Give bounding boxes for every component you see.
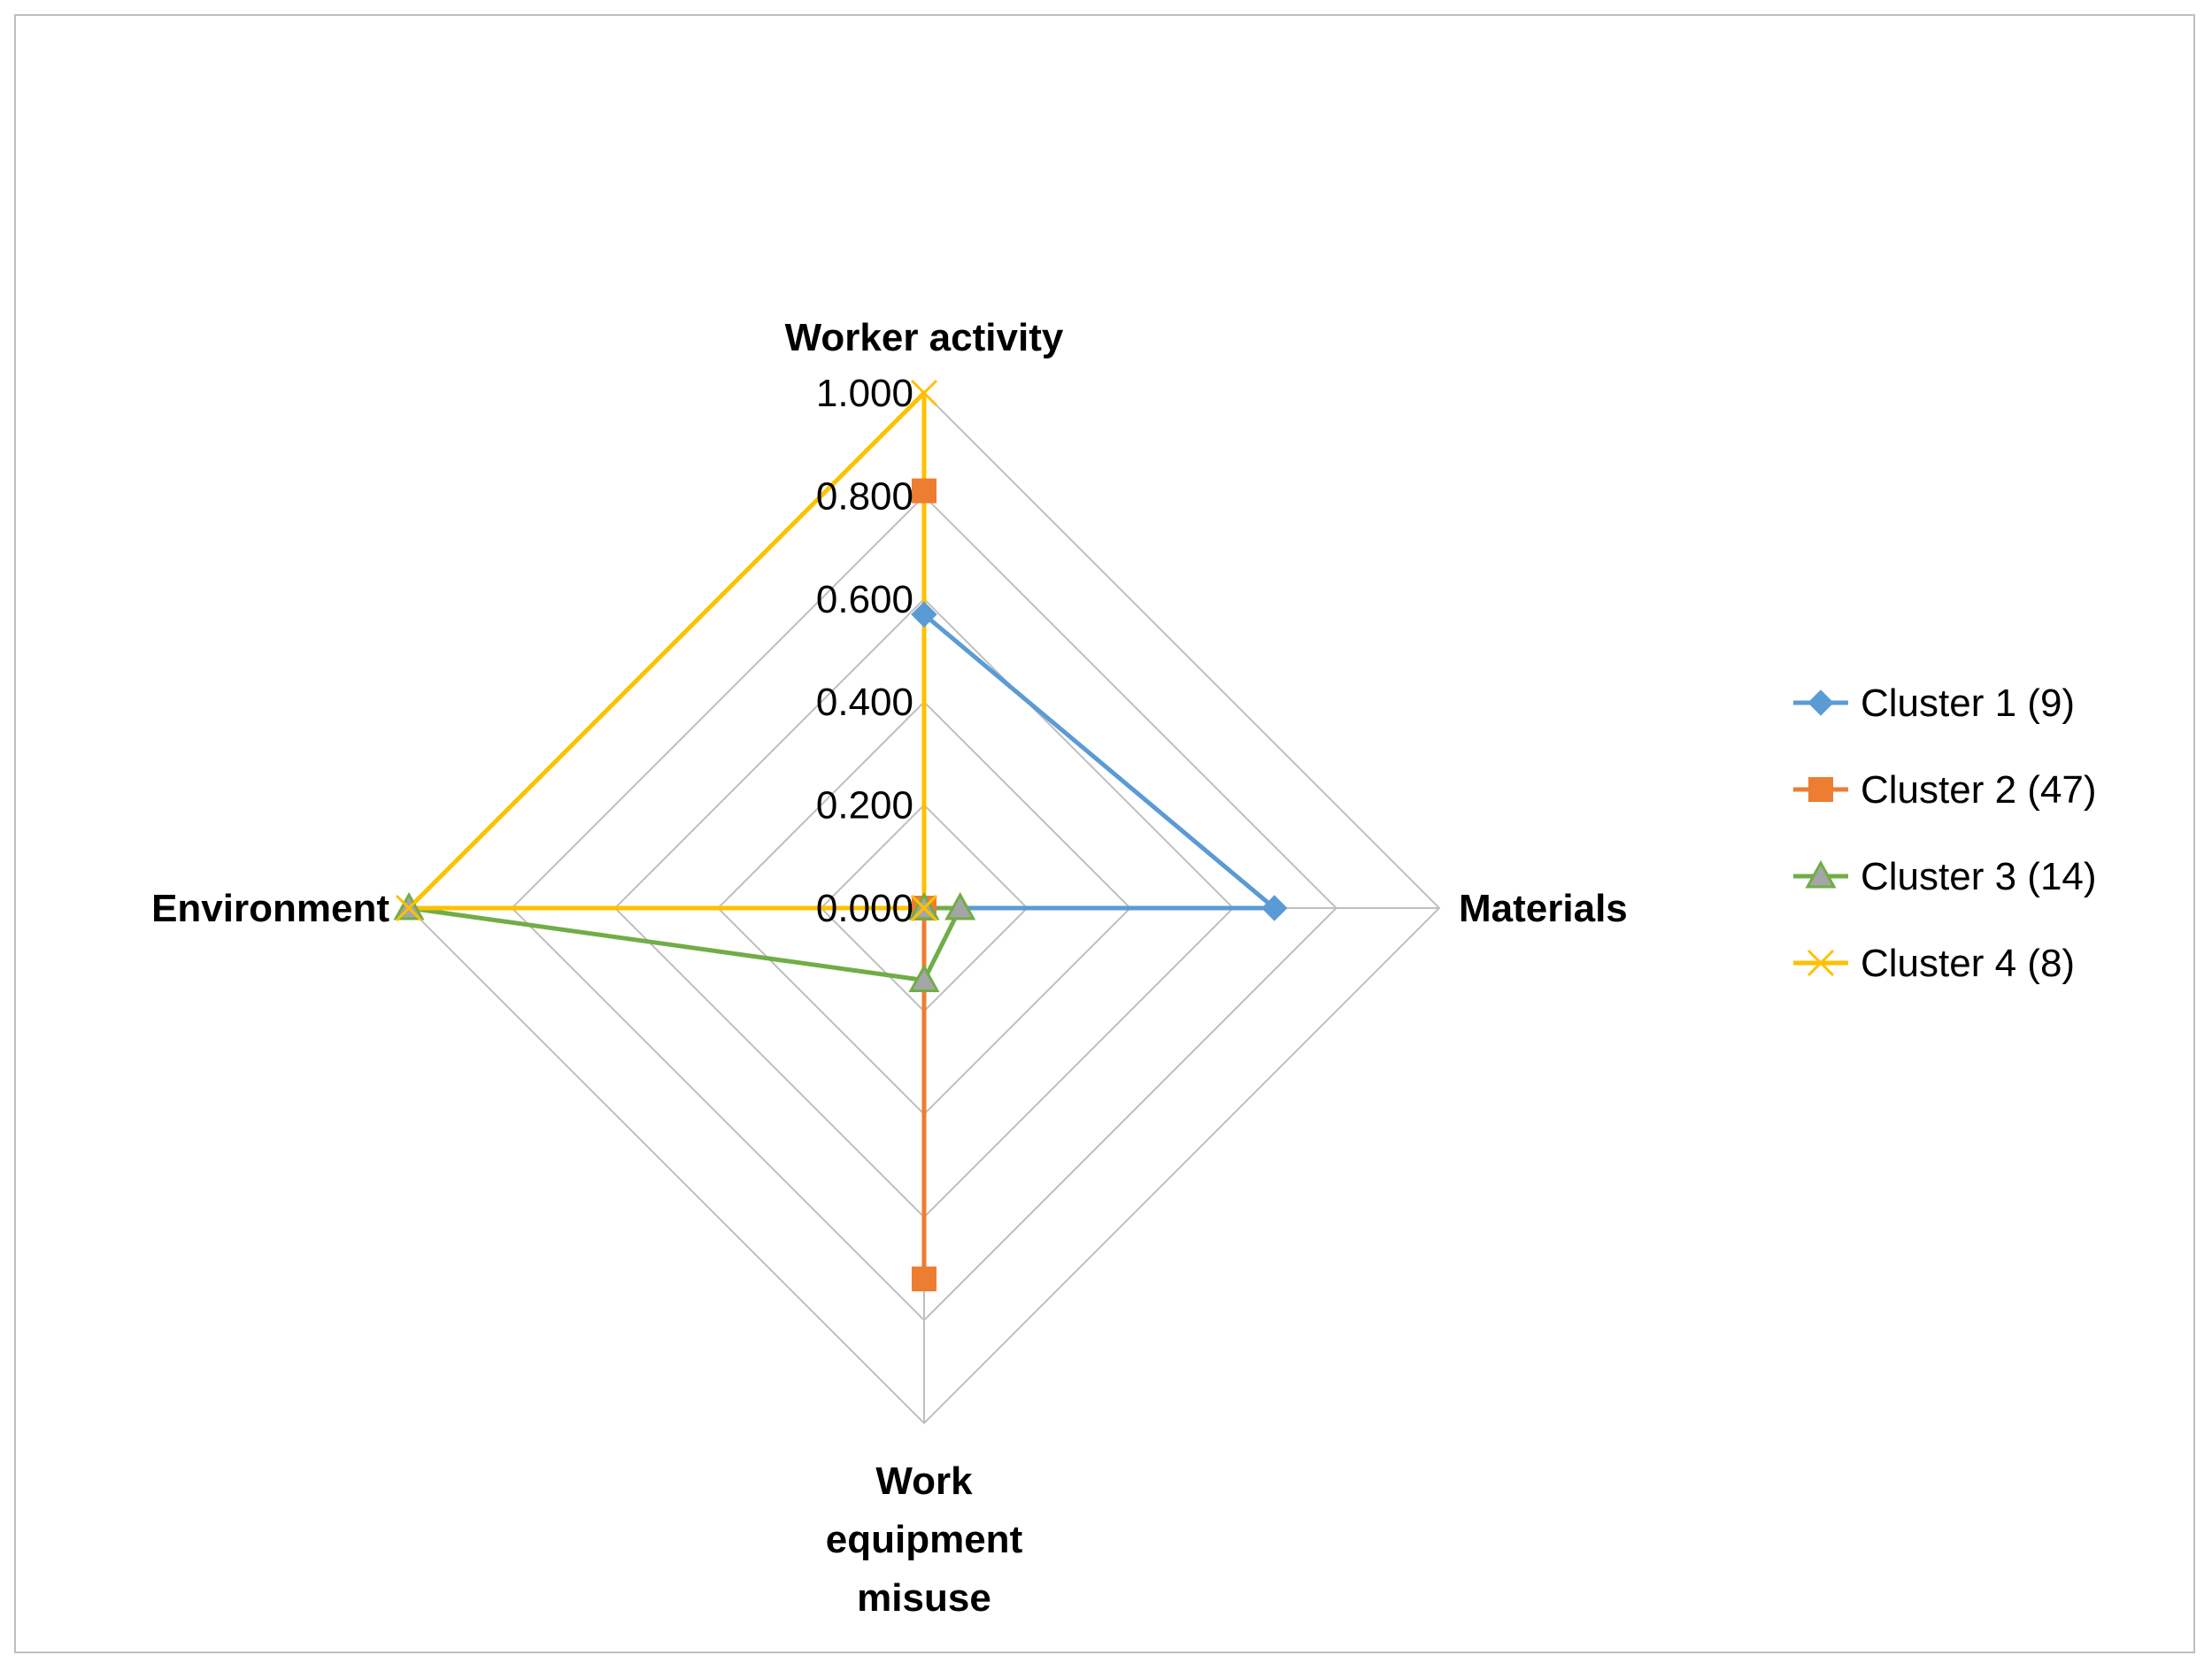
data-point-series-2 xyxy=(912,478,936,504)
legend-marker xyxy=(1805,859,1837,889)
tick-label: 0.400 xyxy=(816,681,913,724)
axis-label: misuse xyxy=(857,1576,991,1620)
series-line-1 xyxy=(921,612,1277,911)
data-point-series-4 xyxy=(910,379,938,407)
radar-chart: 0.000 0.200 0.400 0.600 0.800 1.000 Worker ac… xyxy=(151,316,2097,1620)
tick-label: 0.000 xyxy=(816,887,913,930)
legend-marker xyxy=(1807,949,1835,977)
axis-labels: Worker activity Materials Work equipment mis… xyxy=(151,316,1628,1620)
data-point-series-4-stroke xyxy=(910,894,938,922)
axis-label: Environment xyxy=(151,887,389,930)
data-point-series-3 xyxy=(908,964,940,992)
legend-marker-stroke xyxy=(1807,949,1835,977)
data-point-series-2 xyxy=(912,1267,936,1292)
axis-label: Work xyxy=(875,1459,973,1503)
tick-label: 0.800 xyxy=(816,474,913,518)
legend-label: Cluster 3 (14) xyxy=(1861,855,2097,898)
tick-label: 0.600 xyxy=(816,578,913,621)
legend-label: Cluster 2 (47) xyxy=(1861,768,2097,812)
legend-item: Cluster 2 (47) xyxy=(1793,768,2097,812)
tick-label: 0.200 xyxy=(816,784,913,828)
axis-label: Worker activity xyxy=(785,316,1064,359)
legend-marker xyxy=(1808,777,1833,802)
data-point-series-4 xyxy=(910,894,938,922)
axis-label: Materials xyxy=(1459,887,1628,930)
data-point-series-4-stroke xyxy=(395,894,423,922)
data-point-series-3 xyxy=(944,891,976,920)
legend-label: Cluster 4 (8) xyxy=(1861,942,2075,985)
legend-label: Cluster 1 (9) xyxy=(1861,681,2075,725)
series-line-4 xyxy=(406,390,927,911)
legend: Cluster 1 (9) Cluster 2 (47) Cluster 3 (14… xyxy=(1793,681,2097,985)
data-point-series-1 xyxy=(1261,895,1288,921)
legend-item: Cluster 3 (14) xyxy=(1793,855,2097,898)
axis-label: equipment xyxy=(826,1518,1023,1561)
series-layer xyxy=(393,379,1288,1292)
data-point-series-1 xyxy=(911,601,937,628)
legend-marker xyxy=(1807,689,1834,716)
tick-labels: 0.000 0.200 0.400 0.600 0.800 1.000 xyxy=(816,372,913,930)
tick-label: 1.000 xyxy=(816,372,913,415)
data-point-series-4 xyxy=(395,894,423,922)
legend-item: Cluster 4 (8) xyxy=(1793,942,2075,985)
chart-frame: 0.000 0.200 0.400 0.600 0.800 1.000 Worker ac… xyxy=(14,14,2195,1653)
data-point-series-4-stroke xyxy=(910,379,938,407)
legend-item: Cluster 1 (9) xyxy=(1793,681,2075,725)
